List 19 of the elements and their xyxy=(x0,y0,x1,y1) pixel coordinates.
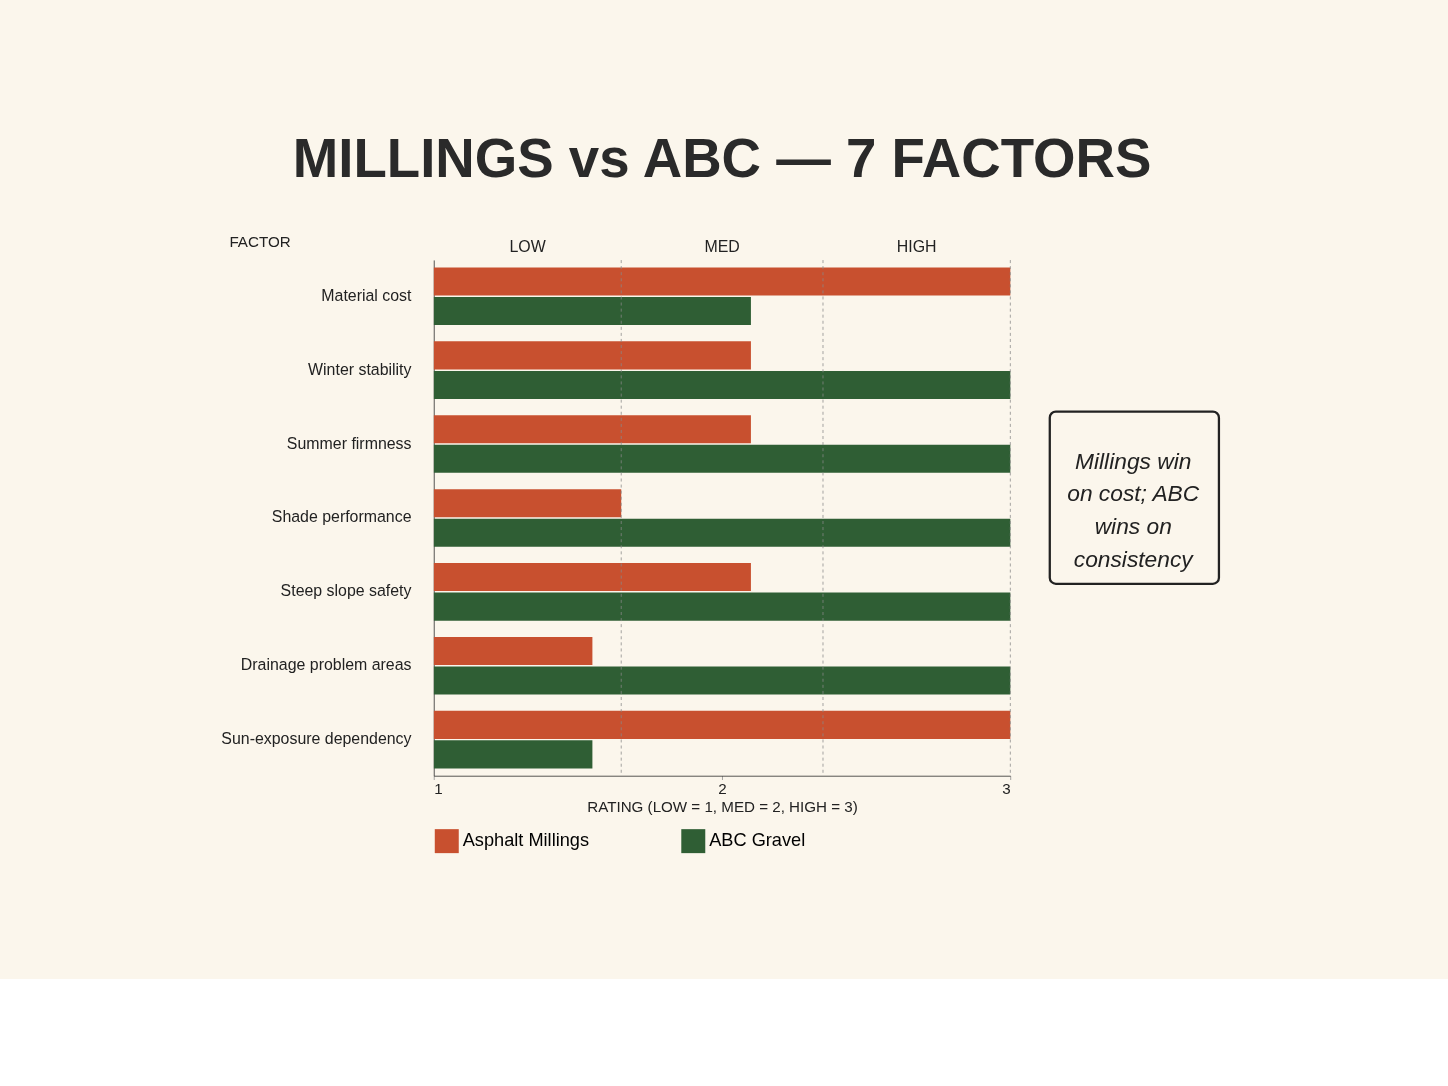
x-tick-label: 1 xyxy=(434,779,443,797)
y-tick-label: Summer firmness xyxy=(286,434,412,452)
y-tick-label: Sun-exposure dependency xyxy=(221,730,412,748)
text: Millings win on cost; ABC wins on consistency xyxy=(1067,447,1200,572)
x-tick-label: 2 xyxy=(718,779,727,797)
text: HIGH xyxy=(896,238,937,256)
legend-label: ABC Gravel xyxy=(709,830,806,851)
x-tick-label: 3 xyxy=(1002,779,1011,797)
y-tick-label: Material cost xyxy=(321,286,413,304)
legend-label: Asphalt Millings xyxy=(462,830,590,851)
y-axis-title: FACTOR xyxy=(229,232,291,250)
y-tick-label: Shade performance xyxy=(271,508,412,526)
y-tick-label: Steep slope safety xyxy=(280,582,412,600)
text: MED xyxy=(704,238,740,256)
y-tick-label: Drainage problem areas xyxy=(240,656,412,674)
x-axis-title: RATING (LOW = 1, MED = 2, HIGH = 3) xyxy=(587,797,858,815)
y-tick-label: Winter stability xyxy=(308,360,412,378)
text: LOW xyxy=(509,238,546,256)
chart-title: MILLINGS vs ABC — 7 FACTORS xyxy=(292,128,1152,190)
